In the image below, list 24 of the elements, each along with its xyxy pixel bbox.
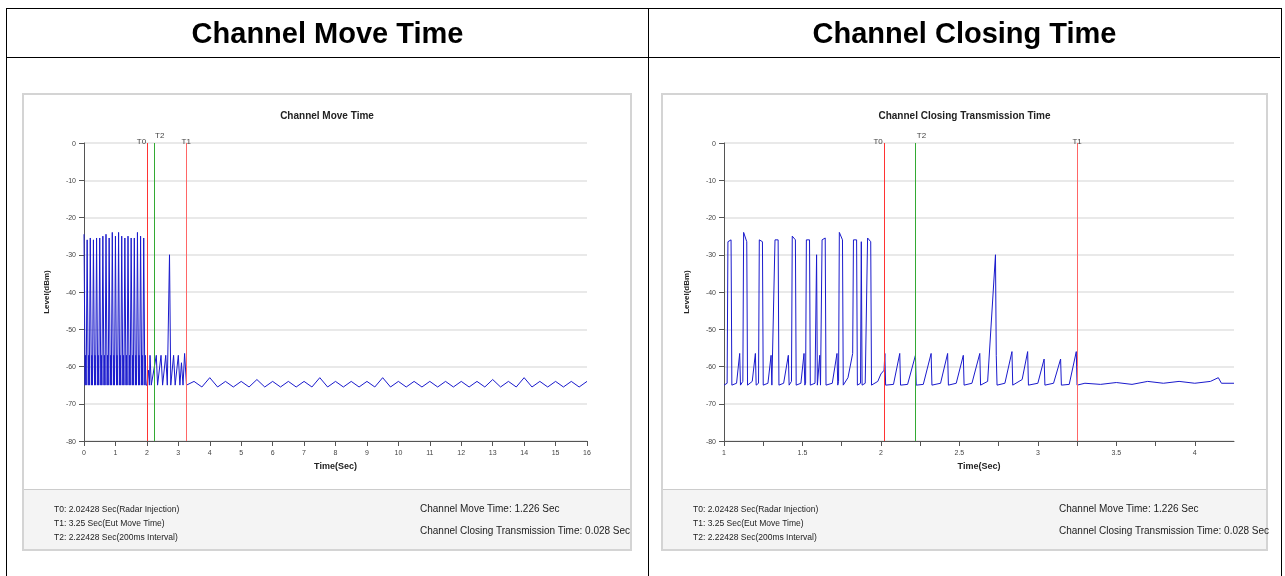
text: T2: 2.22428 Sec(200ms Interval) — [54, 531, 179, 544]
ref-line-label: T0 — [136, 136, 147, 146]
text: Channel Move Time: 1.226 Sec — [420, 502, 561, 516]
y-axis-title: Level(dBm) — [41, 269, 51, 314]
ref-line-label: T1 — [1072, 136, 1083, 146]
text: Channel Closing Transmission Time: 0.028 Sec — [420, 524, 631, 538]
ref-line-label: T1 — [181, 136, 192, 146]
text: T0: 2.02428 Sec(Radar Injection) — [693, 503, 819, 516]
chart-subtitle: Channel Move Time — [280, 109, 375, 121]
text: T1: 3.25 Sec(Eut Move Time) — [693, 517, 805, 530]
text: Channel Closing Transmission Time: 0.028 Sec — [1059, 524, 1270, 538]
text: Channel Move Time: 1.226 Sec — [1059, 502, 1200, 516]
x-axis-title: Time(Sec) — [957, 460, 1001, 471]
text: T2: 2.22428 Sec(200ms Interval) — [693, 531, 818, 544]
x-axis-title: Time(Sec) — [314, 460, 357, 471]
text: T0: 2.02428 Sec(Radar Injection) — [54, 503, 180, 516]
chart-title: Channel Closing Time — [649, 9, 1280, 58]
text: T1: 3.25 Sec(Eut Move Time) — [54, 517, 166, 530]
chart-title: Channel Move Time — [7, 9, 648, 58]
y-axis-title: Level(dBm) — [681, 269, 691, 314]
ref-line-label: T2 — [916, 130, 927, 140]
ref-line-label: T2 — [155, 130, 166, 140]
chart-subtitle: Channel Closing Transmission Time — [878, 109, 1051, 121]
ref-line-label: T0 — [873, 136, 884, 146]
